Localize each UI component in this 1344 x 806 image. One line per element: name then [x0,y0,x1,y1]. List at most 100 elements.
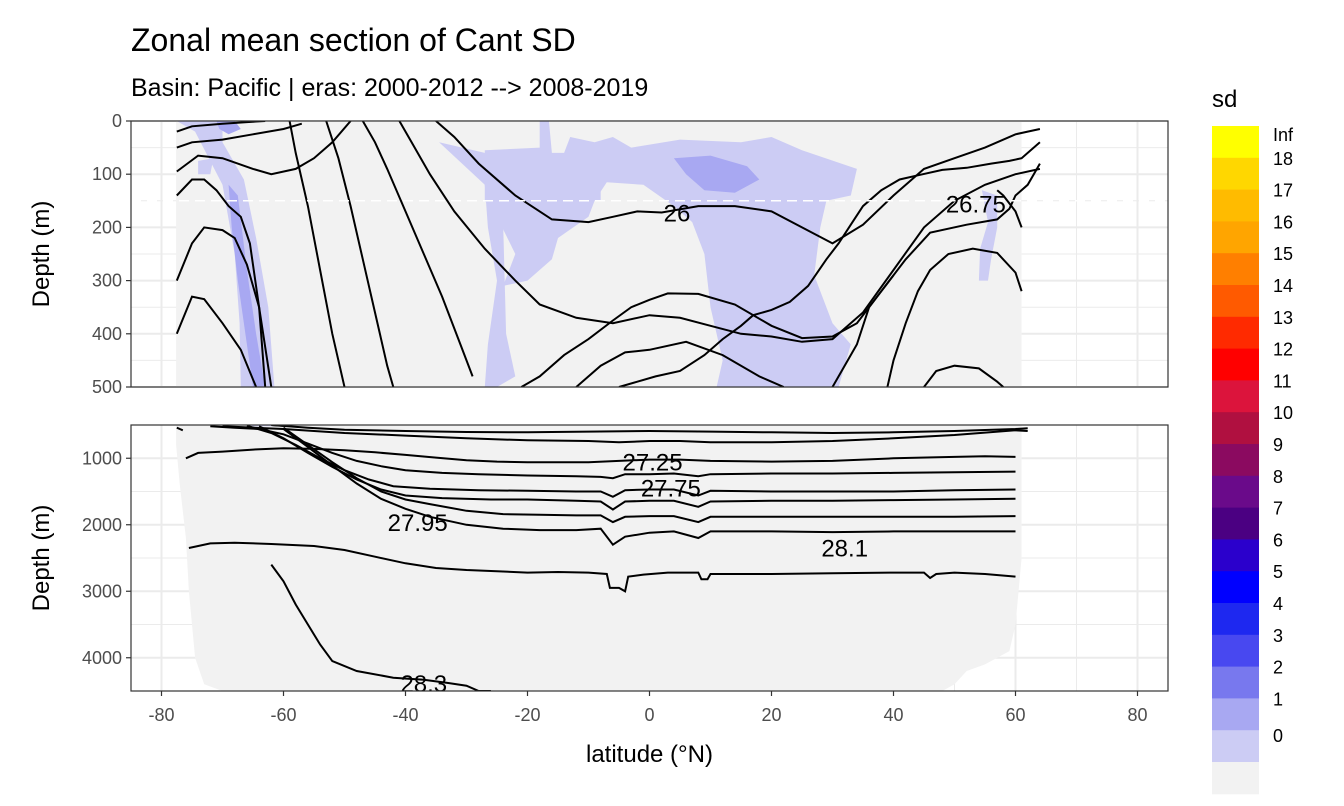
isopycnal-contour [996,189,1023,228]
y-tick-label: 1000 [82,448,122,468]
y-axis-title: Depth (m) [28,505,55,612]
contour-label: 26 [664,201,691,228]
y-tick-label: 3000 [82,581,122,601]
y-tick-label: 200 [92,217,122,237]
y-tick-label: 4000 [82,648,122,668]
legend-color-key [1212,444,1259,477]
isopycnal-contour [282,428,1016,547]
isopycnal-contour [923,364,1004,387]
legend-label: 5 [1273,562,1283,582]
isopycnal-contour [176,122,303,149]
isopycnal-contour [176,121,352,176]
axes: 0 100 200 300 400 500 Depth (m) 1000 2000 3000 400… [28,111,1148,768]
isopycnal-contour [282,426,1016,524]
x-axis-title: latitude (°N) [586,741,713,768]
x-tick-label: 80 [1127,705,1147,725]
legend-color-key [1212,253,1259,286]
legend-label: Inf [1273,125,1294,145]
y-tick-label: 300 [92,271,122,291]
legend-color-key [1212,380,1259,413]
legend-label: 10 [1273,403,1293,423]
x-tick-label: 60 [1005,705,1025,725]
legend-label: 8 [1273,467,1283,487]
legend-label: 14 [1273,276,1293,296]
isopycnal-contour [176,178,267,387]
legend-color-key [1212,475,1259,509]
legend-label: 1 [1273,689,1283,709]
y-tick-label: 0 [112,111,122,131]
legend-color-key [1212,285,1259,318]
legend-color-key [1212,634,1259,668]
sd-1-2-region [198,158,214,175]
legend-label: 7 [1273,499,1283,519]
isopycnal-contour [886,247,1023,387]
sd-2-3-region [228,184,266,387]
isopycnal-contour [222,425,1028,444]
legend-label: 9 [1273,435,1283,455]
legend-color-key [1212,539,1259,572]
legend-color-key [1212,189,1259,222]
contour-label: 27.95 [388,510,448,537]
legend-label: 6 [1273,530,1283,550]
legend-color-key [1212,348,1259,381]
sd-1-2-region [978,190,998,281]
x-tick-label: -20 [514,705,540,725]
legend-label: 12 [1273,340,1293,360]
isopycnal-contour [176,121,266,133]
legend-color-key [1212,762,1259,795]
x-tick-label: -60 [270,705,296,725]
isopycnal-contour [246,425,1016,498]
legend-color-key [1212,730,1259,763]
contour-label: 26.75 [946,191,1006,218]
legend-label: 2 [1273,658,1283,678]
isopycnal-contour [271,425,1028,435]
legend-color-key [1212,126,1259,159]
isopycnal-contour [361,121,474,377]
chart-title: Zonal mean section of Cant SD [131,22,576,58]
upper-panel-border [130,120,1169,388]
legend-label: 3 [1273,626,1283,646]
isopycnal-contour [270,564,491,691]
x-tick-label: 40 [883,705,903,725]
contour-label: 28.3 [400,671,447,698]
contour-label: 28.1 [821,535,868,562]
legend-color-key [1212,698,1259,731]
isopycnal-contour [520,163,1041,387]
legend-color-key [1212,221,1259,254]
legend-color-key [1212,157,1259,191]
chart-subtitle: Basin: Pacific | eras: 2000-2012 --> 200… [131,74,649,102]
contour-label: 27.25 [623,450,683,477]
legend-color-key [1212,571,1259,604]
sd-1-2-region [564,174,601,201]
y-tick-label: 500 [92,377,122,397]
legend-label: 17 [1273,181,1293,201]
legend-color-key [1212,412,1259,445]
x-tick-label: -80 [148,705,174,725]
y-tick-label: 2000 [82,515,122,535]
y-tick-label: 100 [92,164,122,184]
legend-label: 16 [1273,212,1293,232]
isopycnal-contour [176,426,184,432]
legend-label: 11 [1273,371,1292,391]
isopycnal-contour [210,425,1016,480]
legend-color-key [1212,507,1259,540]
x-tick-label: -40 [392,705,418,725]
y-tick-label: 400 [92,324,122,344]
legend-label: 15 [1273,244,1293,264]
legend-color-key [1212,316,1259,350]
sd-2-3-region [673,155,760,193]
legend-color-key [1212,603,1259,636]
y-axis-title: Depth (m) [28,201,55,308]
legend-label: 4 [1273,594,1283,614]
upper-depth-panel: 26 26.75 [130,120,1169,388]
legend-label: 13 [1273,308,1293,328]
isopycnal-contour [175,226,273,387]
legend-title: sd [1212,86,1237,113]
isopycnal-contour [618,141,1041,387]
isopycnal-contour [435,121,1041,245]
legend-label: 18 [1273,149,1293,169]
upper-panel-field: 26 26.75 [131,121,1168,387]
